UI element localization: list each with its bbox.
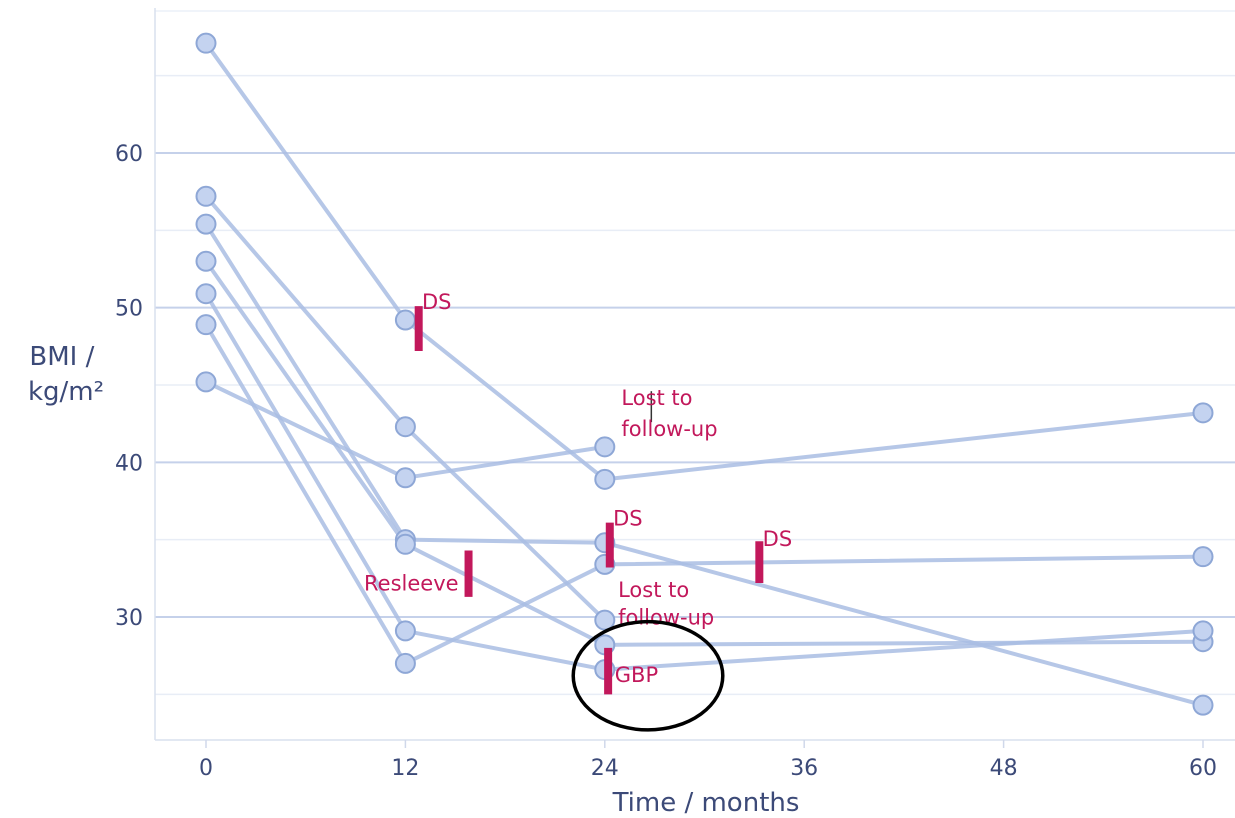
y-tick-label-40: 40 bbox=[115, 451, 143, 476]
y-tick-label-30: 30 bbox=[115, 606, 143, 631]
data-point-s5-2 bbox=[394, 620, 416, 642]
data-point-s2-2 bbox=[394, 416, 416, 438]
event-label-4: Resleeve bbox=[364, 572, 459, 596]
data-point-s7-3 bbox=[594, 436, 616, 458]
annotations: DS DS DS Resleeve GBP Lost to follow-up Lost to… bbox=[364, 290, 793, 732]
series-line-3 bbox=[204, 223, 1204, 708]
event-label-5: GBP bbox=[615, 663, 658, 687]
y-tick-label-50: 50 bbox=[115, 297, 143, 322]
y-axis-title: BMI / kg/m² bbox=[28, 342, 104, 407]
data-point-s1-2 bbox=[394, 309, 416, 331]
series-line-5 bbox=[204, 292, 1204, 672]
x-tick-label-60: 60 bbox=[1189, 756, 1217, 781]
y-axis-title-line1: BMI / bbox=[29, 342, 94, 372]
y-axis-title-line2: kg/m² bbox=[28, 377, 104, 407]
grid-lines bbox=[155, 10, 1235, 696]
event-label-2: DS bbox=[613, 507, 643, 531]
patient-series bbox=[195, 32, 1214, 716]
y-tick-label-60: 60 bbox=[115, 142, 143, 167]
data-point-s1-4 bbox=[1192, 402, 1214, 424]
event-label-1: DS bbox=[422, 290, 452, 314]
event-label-3: DS bbox=[763, 527, 793, 551]
data-point-s6-1 bbox=[195, 314, 217, 336]
data-point-s3-1 bbox=[195, 213, 217, 235]
data-point-s7-1 bbox=[195, 371, 217, 393]
data-point-s2-1 bbox=[195, 185, 217, 207]
series-line-1 bbox=[204, 42, 1204, 482]
data-point-s6-4 bbox=[1192, 546, 1214, 568]
data-point-s5-4 bbox=[1192, 620, 1214, 642]
x-tick-label-48: 48 bbox=[990, 756, 1018, 781]
series-line-4 bbox=[204, 260, 1204, 647]
x-tick-label-24: 24 bbox=[591, 756, 619, 781]
data-point-s5-1 bbox=[195, 283, 217, 305]
lost-follow-up-label-2-line2: follow-up bbox=[618, 606, 714, 630]
data-point-s6-2 bbox=[394, 652, 416, 674]
data-point-s1-3 bbox=[594, 468, 616, 490]
lost-follow-up-label-1-line1: Lost to bbox=[621, 386, 692, 410]
data-point-s3-4 bbox=[1192, 694, 1214, 716]
series-line-6 bbox=[204, 323, 1204, 666]
x-axis-title: Time / months bbox=[612, 788, 800, 818]
lost-follow-up-label-1-line2: follow-up bbox=[621, 417, 717, 441]
data-point-s1-1 bbox=[195, 32, 217, 54]
series-line-2 bbox=[204, 194, 607, 622]
data-point-s7-2 bbox=[394, 467, 416, 489]
x-tick-label-36: 36 bbox=[790, 756, 818, 781]
highlight-ellipse bbox=[571, 619, 725, 732]
axes: 30 40 50 60 0 12 24 36 48 60 bbox=[115, 8, 1235, 781]
lost-follow-up-label-2-line1: Lost to bbox=[618, 578, 689, 602]
data-point-s4-2 bbox=[394, 533, 416, 555]
x-tick-label-12: 12 bbox=[391, 756, 419, 781]
x-tick-label-0: 0 bbox=[199, 756, 213, 781]
data-point-s4-1 bbox=[195, 250, 217, 272]
